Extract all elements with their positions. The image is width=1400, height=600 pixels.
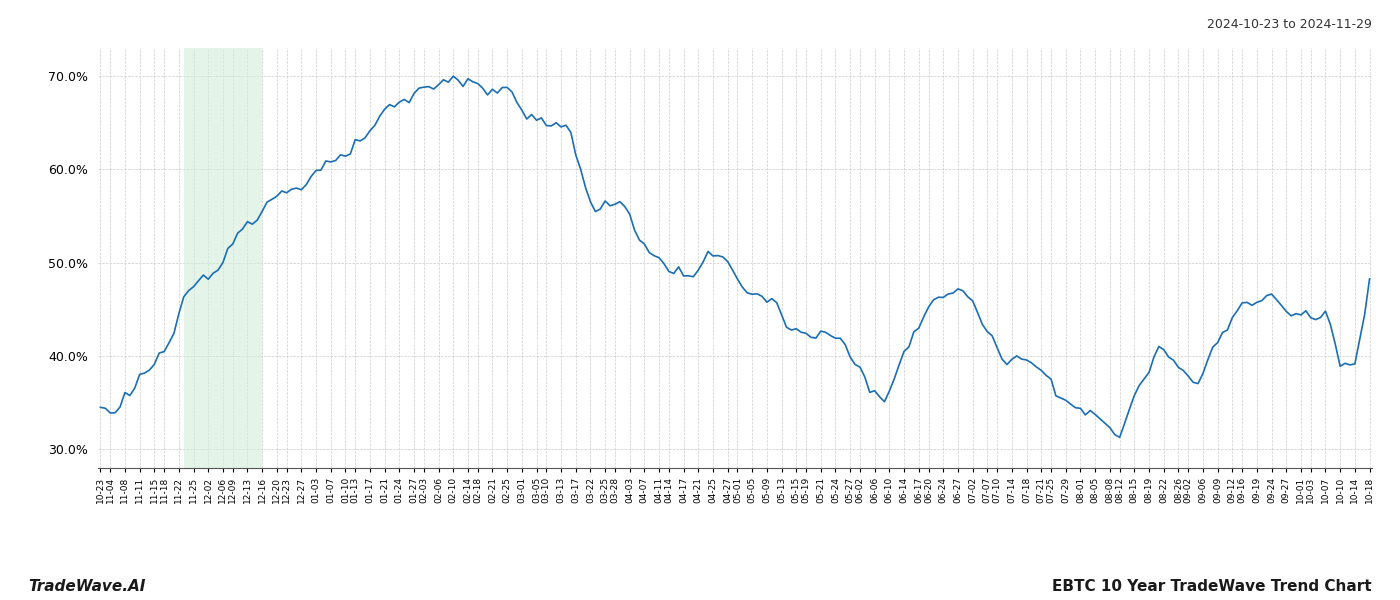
Text: 2024-10-23 to 2024-11-29: 2024-10-23 to 2024-11-29 <box>1207 18 1372 31</box>
Text: EBTC 10 Year TradeWave Trend Chart: EBTC 10 Year TradeWave Trend Chart <box>1053 579 1372 594</box>
Bar <box>183 48 262 468</box>
Text: TradeWave.AI: TradeWave.AI <box>28 579 146 594</box>
